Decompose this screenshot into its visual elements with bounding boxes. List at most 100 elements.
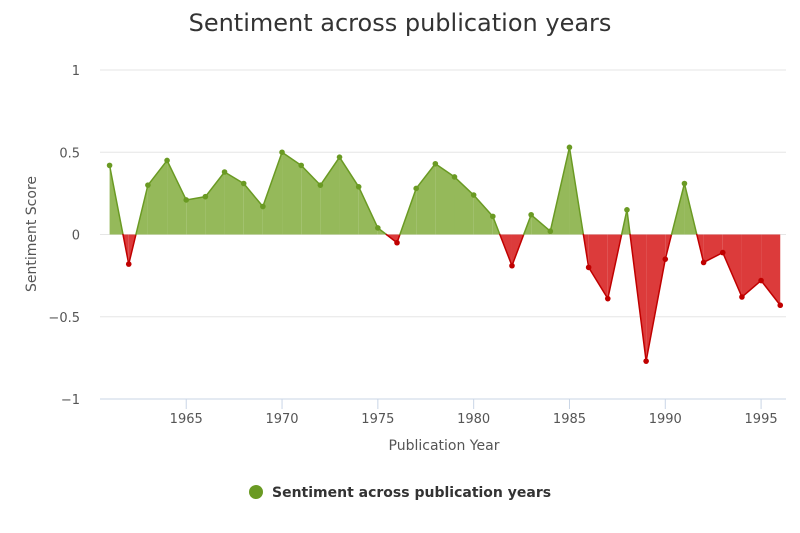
data-point[interactable] [547, 228, 554, 235]
legend-item[interactable]: Sentiment across publication years [249, 485, 551, 501]
data-point[interactable] [470, 192, 477, 198]
series-line-segment [549, 146, 571, 232]
series-line-segment [399, 187, 417, 236]
data-point[interactable] [719, 249, 726, 256]
x-axis-title: Publication Year [389, 438, 500, 454]
positive-area [224, 171, 244, 235]
data-point[interactable] [509, 262, 515, 269]
series-line-segment [683, 182, 698, 236]
data-point[interactable] [145, 182, 151, 188]
positive-area [435, 163, 455, 235]
series-line-segment [185, 195, 207, 201]
series-line-segment [522, 214, 532, 236]
data-point[interactable] [183, 197, 190, 203]
data-point[interactable] [317, 182, 324, 188]
data-point[interactable] [432, 160, 439, 167]
negative-area [646, 234, 666, 362]
series-line-segment [223, 171, 245, 185]
series-line-segment [357, 186, 379, 229]
x-tick-label: 1965 [170, 412, 203, 427]
data-point[interactable] [298, 162, 305, 169]
series-line-segment [492, 215, 501, 236]
chart-title: Sentiment across publication years [189, 9, 612, 37]
positive-area [339, 157, 359, 235]
data-point[interactable] [202, 193, 209, 200]
data-point[interactable] [566, 144, 573, 151]
series-line-segment [760, 279, 782, 306]
series-line-segment [645, 258, 667, 362]
legend-label: Sentiment across publication years [272, 485, 551, 501]
data-point[interactable] [240, 180, 247, 187]
data-point[interactable] [125, 261, 132, 267]
x-tick-label: 1990 [649, 412, 682, 427]
series-line-segment [530, 214, 552, 232]
x-tick-label: 1995 [745, 412, 778, 427]
data-point[interactable] [528, 211, 534, 218]
data-point[interactable] [739, 294, 745, 300]
x-axis-ticks: 1965 1970 1975 1980 1985 1990 1995 [170, 412, 778, 427]
data-point[interactable] [451, 174, 458, 180]
series-line-segment [122, 233, 130, 265]
series-line-segment [434, 163, 456, 178]
series-line-segment [262, 151, 283, 208]
series-line-segment [135, 184, 149, 236]
positive-area [416, 163, 436, 235]
negative-area [722, 234, 742, 298]
series-line-segment [620, 209, 628, 236]
data-point[interactable] [394, 239, 400, 246]
series-line-segment [453, 176, 475, 196]
area-fills [109, 147, 781, 362]
series-line-segment [587, 266, 609, 300]
series-line-segment [664, 233, 673, 260]
series-line-segment [127, 233, 137, 265]
data-point[interactable] [758, 277, 764, 284]
positive-area [320, 157, 340, 235]
data-point[interactable] [260, 203, 266, 210]
positive-area [301, 165, 321, 235]
data-point[interactable] [413, 185, 419, 192]
data-point[interactable] [279, 149, 285, 156]
series-line-segment [568, 146, 585, 236]
data-point[interactable] [681, 180, 688, 187]
data-point[interactable] [662, 256, 669, 262]
data-point[interactable] [604, 295, 611, 302]
data-points[interactable] [106, 144, 784, 364]
positive-area [282, 152, 302, 235]
y-tick-label: 1 [72, 64, 80, 79]
series-line-segment [108, 164, 124, 236]
series-lines [108, 146, 782, 362]
x-tick-label: 1975 [361, 412, 394, 427]
positive-area [243, 183, 263, 235]
x-tick-label: 1985 [553, 412, 586, 427]
series-line-segment [281, 151, 302, 167]
series-line-segment [166, 159, 187, 201]
data-point[interactable] [585, 264, 592, 271]
x-tick-label: 1980 [457, 412, 490, 427]
series-line-segment [472, 194, 494, 218]
data-point[interactable] [355, 183, 362, 190]
data-point[interactable] [643, 358, 649, 364]
x-tick-label: 1970 [265, 412, 298, 427]
data-point[interactable] [106, 162, 113, 169]
negative-area [741, 234, 762, 298]
data-point[interactable] [777, 302, 784, 309]
x-axis [100, 398, 786, 409]
data-point[interactable] [700, 259, 707, 266]
data-point[interactable] [490, 213, 496, 220]
data-point[interactable] [221, 169, 228, 175]
series-line-segment [204, 171, 226, 198]
positive-area [147, 160, 168, 235]
data-point[interactable] [164, 157, 170, 164]
data-point[interactable] [375, 225, 381, 231]
legend-marker [249, 485, 263, 499]
negative-area [588, 234, 608, 299]
series-line-segment [607, 233, 623, 300]
series-line-segment [702, 251, 724, 264]
positive-area [205, 171, 225, 235]
y-axis-ticks: 1 0.5 0 −0.5 −1 [48, 64, 80, 408]
series-line-segment [511, 233, 525, 267]
data-point[interactable] [624, 207, 630, 213]
y-axis-title: Sentiment Score [24, 176, 40, 292]
data-point[interactable] [336, 154, 343, 160]
